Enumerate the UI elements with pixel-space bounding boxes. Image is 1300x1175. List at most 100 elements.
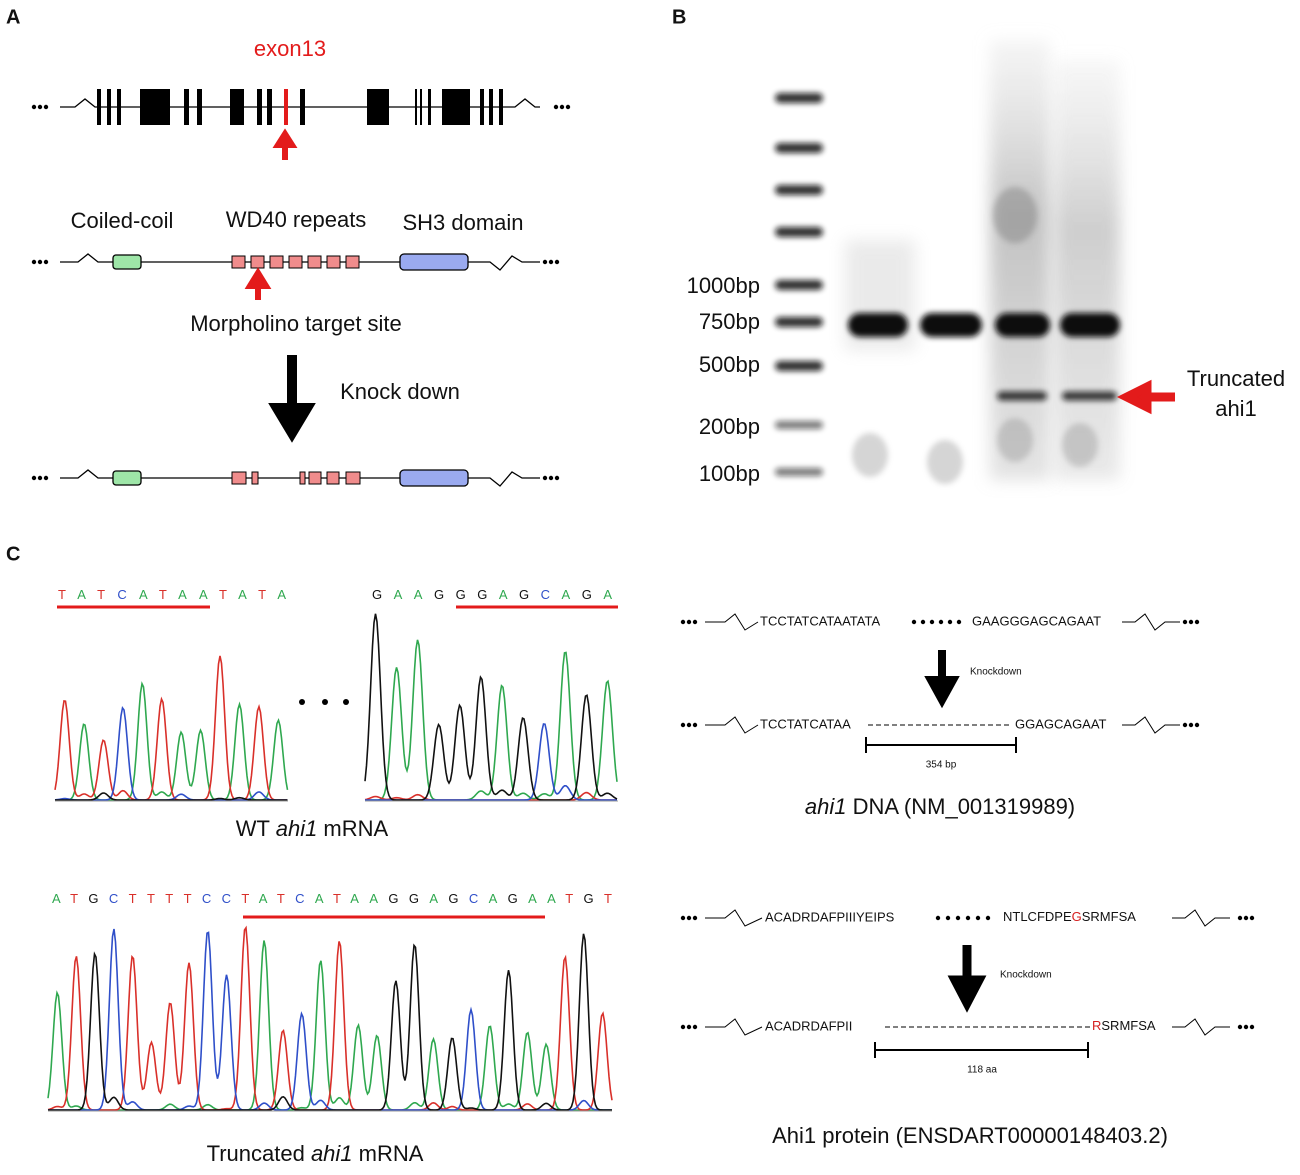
dot xyxy=(1188,722,1194,728)
dot xyxy=(37,475,43,481)
dot xyxy=(542,475,548,481)
label-part: ahi1 xyxy=(276,816,318,841)
red-arrow xyxy=(1116,379,1175,415)
dot xyxy=(37,259,43,265)
base: A xyxy=(499,587,508,602)
ellipses xyxy=(31,104,1255,1030)
exon xyxy=(428,89,431,125)
chromatogram-label: WT ahi1 mRNA xyxy=(236,816,389,841)
base: G xyxy=(477,587,487,602)
sequence: TCCTATCATAA xyxy=(760,716,851,731)
ladder-label: 750bp xyxy=(699,309,760,334)
dot xyxy=(31,104,37,110)
gel-band xyxy=(775,280,823,290)
scale-bar xyxy=(865,737,1017,753)
gel-bands xyxy=(775,93,1120,484)
gel-band xyxy=(775,185,823,195)
base: A xyxy=(238,587,247,602)
gel-band xyxy=(775,468,823,476)
zigzag xyxy=(705,909,1230,927)
dot xyxy=(929,619,935,625)
base: T xyxy=(333,891,341,906)
sequence: GGAGCAGAAT xyxy=(1015,716,1107,731)
arrow-label: Knock down xyxy=(340,379,460,404)
base: T xyxy=(97,587,105,602)
base: C xyxy=(222,891,231,906)
base: A xyxy=(139,587,148,602)
dot xyxy=(1249,915,1255,921)
wd40-repeat xyxy=(231,471,247,485)
base: C xyxy=(541,587,550,602)
base: A xyxy=(178,587,187,602)
base: A xyxy=(315,891,324,906)
chromatogram xyxy=(47,925,613,1112)
label-part: mRNA xyxy=(353,1141,424,1166)
lane-smear xyxy=(990,40,1050,480)
dot xyxy=(37,104,43,110)
dot xyxy=(692,915,698,921)
sequence: TCCTATCATAATATA xyxy=(760,613,880,628)
exon-13 xyxy=(284,89,288,125)
gel-band xyxy=(775,143,823,153)
gel-band xyxy=(997,391,1047,401)
ladder-label: 1000bp xyxy=(687,273,760,298)
dot xyxy=(680,722,686,728)
dot xyxy=(1182,619,1188,625)
wd40-repeats xyxy=(231,255,360,269)
base: G xyxy=(88,891,98,906)
dot xyxy=(692,1024,698,1030)
chromatogram-label: Truncated ahi1 mRNA xyxy=(207,1141,424,1166)
arrow xyxy=(924,650,960,709)
gel-band xyxy=(848,313,908,337)
gel-smear xyxy=(993,187,1037,243)
exons xyxy=(97,89,503,125)
wd40-repeat xyxy=(307,255,322,269)
base: G xyxy=(388,891,398,906)
scale-label: 354 bp xyxy=(926,760,957,771)
wd40-repeat xyxy=(251,471,259,485)
wd40-repeat xyxy=(299,471,306,485)
dot xyxy=(686,1024,692,1030)
exon xyxy=(257,89,262,125)
dot xyxy=(680,1024,686,1030)
arrow xyxy=(947,945,987,1013)
dot xyxy=(553,104,559,110)
dot xyxy=(554,259,560,265)
base: A xyxy=(199,587,208,602)
dot xyxy=(692,722,698,728)
wd40-repeats xyxy=(231,471,361,485)
label-part: WT xyxy=(236,816,276,841)
red-arrow xyxy=(244,267,272,300)
base: T xyxy=(147,891,155,906)
dot xyxy=(1194,722,1200,728)
panel-b: 1000bp 750bp 500bp 200bp 100bp Truncated… xyxy=(687,40,1285,486)
panel-label: A xyxy=(6,6,20,28)
base: T xyxy=(258,587,266,602)
base: T xyxy=(58,587,66,602)
base: A xyxy=(547,891,556,906)
zigzag xyxy=(705,1018,1230,1036)
label-part: Truncated xyxy=(207,1141,311,1166)
trace xyxy=(365,639,618,801)
dot xyxy=(43,475,49,481)
base: A xyxy=(259,891,268,906)
gel-smear xyxy=(1062,423,1098,467)
base: C xyxy=(295,891,304,906)
base: T xyxy=(165,891,173,906)
dot xyxy=(935,915,941,921)
base: A xyxy=(528,891,537,906)
exon xyxy=(442,89,470,125)
gel-band xyxy=(775,317,823,327)
base: T xyxy=(129,891,137,906)
base: A xyxy=(562,587,571,602)
target-label: Morpholino target site xyxy=(190,311,402,336)
wd40-repeat xyxy=(345,471,361,485)
dot xyxy=(559,104,565,110)
trace xyxy=(48,933,612,1111)
arrow-label: Truncated xyxy=(1187,366,1285,391)
